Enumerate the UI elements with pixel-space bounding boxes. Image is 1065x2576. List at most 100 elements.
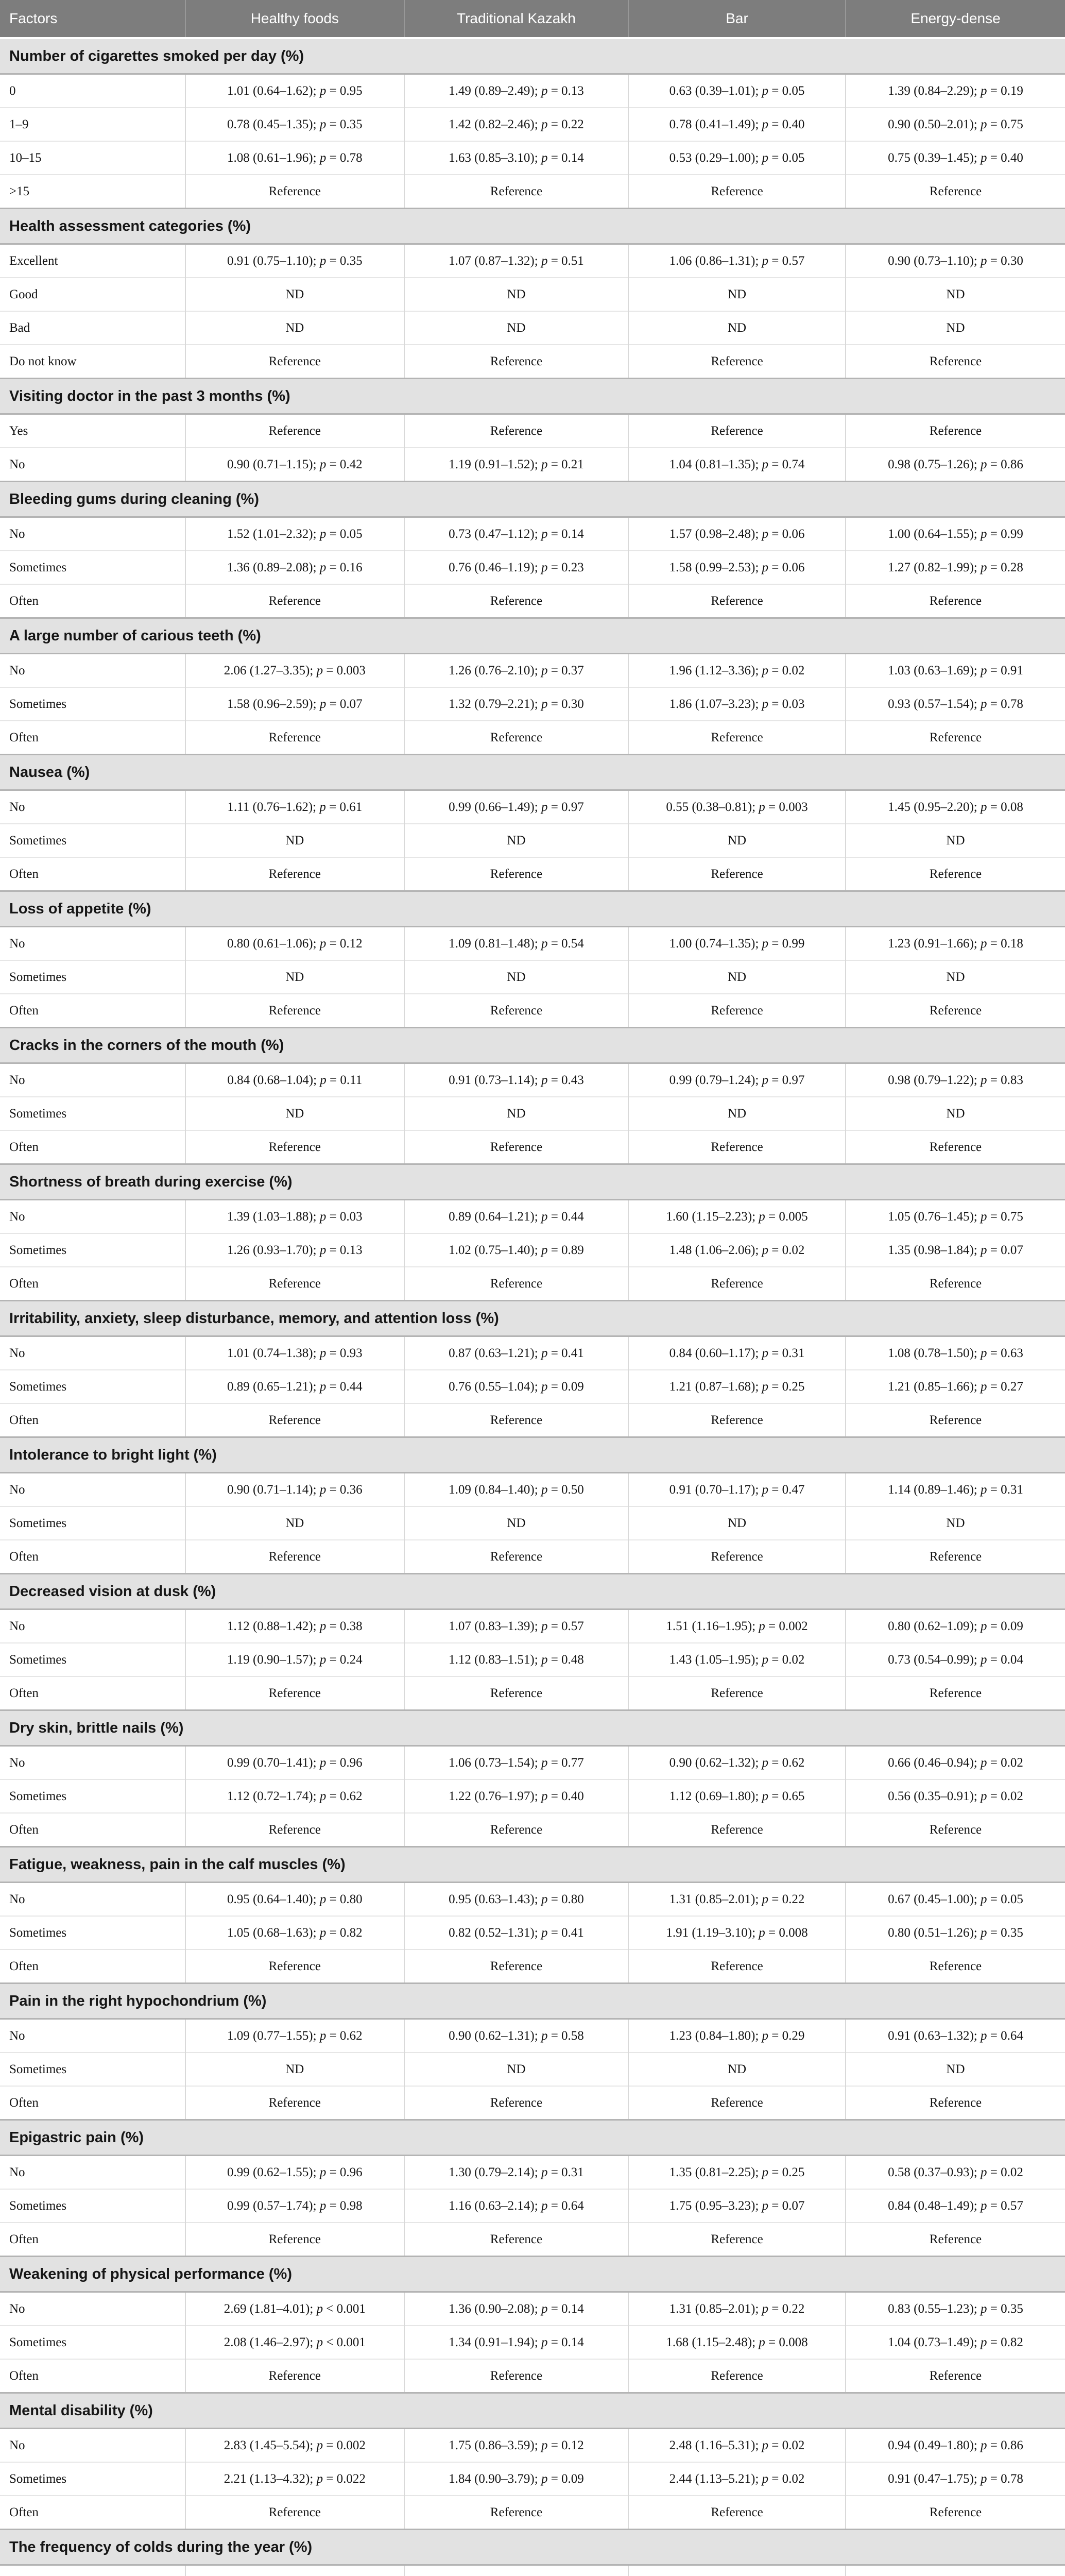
pr-value-cell: 1.27 (0.82–1.99); p = 0.28 [845,550,1065,584]
pr-value-cell: 0.99 (0.62–1.55); p = 0.96 [185,2155,405,2189]
table-row: No 2.83 (1.45–5.54); p = 0.002 1.75 (0.86–… [0,2428,1065,2462]
factor-label: Good [0,277,186,311]
factor-label: No more than 1 time [0,2564,186,2576]
table-row: Often Reference Reference Reference Referenc… [0,1266,1065,1301]
section-title: Nausea (%) [0,754,1065,791]
pr-value-cell: Reference [404,2222,629,2257]
pr-value-cell: 0.90 (0.73–1.10); p = 0.30 [845,243,1065,278]
pr-value-cell: 0.73 (0.47–1.12); p = 0.14 [404,516,629,551]
pr-value-cell: Reference [628,993,846,1028]
pr-value-cell: ND [845,823,1065,857]
pr-value-cell: ND [185,823,405,857]
pr-value-cell: 0.87 (0.63–1.21); p = 0.41 [404,1335,629,1370]
pr-value-cell: Reference [845,1539,1065,1574]
factor-label: 10–15 [0,141,186,175]
table-row: Often Reference Reference Reference Referenc… [0,584,1065,618]
factor-label: Often [0,857,186,891]
pr-value-cell: 1.12 (0.88–1.42); p = 0.38 [185,1608,405,1643]
pr-value-cell: 0.73 (0.54–0.99); p = 0.04 [845,1642,1065,1676]
pr-value-cell: Reference [185,1676,405,1710]
pr-value-cell: Reference [845,2222,1065,2257]
pr-value-cell: Reference [185,2359,405,2393]
factor-label: Often [0,1949,186,1984]
pr-value-cell: Reference [404,720,629,755]
section-row: Health assessment categories (%) [0,208,1065,245]
pr-value-cell: 0.91 (0.63–1.32); p = 0.64 [845,2018,1065,2053]
pr-value-cell: Reference [845,1130,1065,1164]
pr-value-cell: ND [628,2052,846,2086]
table-row: No 1.39 (1.03–1.88); p = 0.03 0.89 (0.64–1… [0,1199,1065,1233]
column-header-energy-dense: Energy-dense [845,0,1065,39]
pr-value-cell: 0.56 (0.35–0.91); p = 0.02 [845,1779,1065,1813]
table-row: Often Reference Reference Reference Referenc… [0,993,1065,1028]
factor-label: Often [0,1266,186,1301]
pr-value-cell: Reference [404,413,629,448]
pr-value-cell: 1.36 (0.90–2.08); p = 0.14 [404,2291,629,2326]
pr-value-cell: ND [185,1096,405,1130]
pr-value-cell: Reference [628,2222,846,2257]
pr-value-cell: Reference [845,1676,1065,1710]
pr-value-cell: 1.48 (1.06–2.06); p = 0.02 [628,1233,846,1267]
pr-value-cell: 2.08 (1.46–2.97); p < 0.001 [185,2325,405,2359]
pr-value-cell: 1.19 (0.91–1.52); p = 0.21 [404,447,629,482]
pr-value-cell: 0.53 (0.29–1.00); p = 0.05 [628,141,846,175]
pr-value-cell: 1.45 (0.95–2.20); p = 0.08 [845,789,1065,824]
pr-value-cell: 1.42 (0.82–2.46); p = 0.22 [404,107,629,141]
pr-value-cell: Reference [185,1403,405,1437]
pr-value-cell: Reference [845,1266,1065,1301]
pr-value-cell: Reference [628,1266,846,1301]
section-row: Pain in the right hypochondrium (%) [0,1982,1065,2020]
pr-value-cell: Reference [628,1812,846,1847]
pr-value-cell: ND [628,1096,846,1130]
pr-value-cell: ND [628,823,846,857]
pr-value-cell: 0.91 (0.73–1.14); p = 0.43 [404,1062,629,1097]
section-row: Cracks in the corners of the mouth (%) [0,1027,1065,1064]
pr-value-cell: Reference [404,1266,629,1301]
factor-label: Often [0,1130,186,1164]
pr-value-cell: 1.04 (0.73–1.49); p = 0.82 [845,2325,1065,2359]
pr-value-cell: 1.11 (0.76–1.62); p = 0.61 [185,789,405,824]
pr-value-cell: 1.05 (0.76–1.45); p = 0.75 [845,1199,1065,1233]
pr-value-cell: 0.91 (0.75–1.10); p = 0.35 [185,243,405,278]
table-row: Often Reference Reference Reference Referenc… [0,857,1065,891]
factor-label: Sometimes [0,823,186,857]
pr-value-cell: 0.55 (0.38–0.81); p = 0.003 [628,789,846,824]
pr-value-cell: 0.90 (0.71–1.15); p = 0.42 [185,447,405,482]
pr-value-cell: 1.60 (1.15–2.23); p = 0.005 [628,1199,846,1233]
pr-value-cell: 0.90 (0.71–1.14); p = 0.36 [185,1472,405,1506]
pr-value-cell: ND [628,960,846,994]
pr-value-cell: Reference [185,2222,405,2257]
table-row: No 1.52 (1.01–2.32); p = 0.05 0.73 (0.47–1… [0,516,1065,551]
section-row: Visiting doctor in the past 3 months (%) [0,378,1065,415]
pr-value-cell: ND [185,311,405,345]
pr-value-cell: 1.31 (0.85–2.01); p = 0.22 [628,1882,846,1916]
table-body: Number of cigarettes smoked per day (%) 0… [0,37,1065,2576]
pr-value-cell: 0.93 (0.57–1.54); p = 0.78 [845,687,1065,721]
pr-value-cell: Reference [845,993,1065,1028]
table-row: No 0.84 (0.68–1.04); p = 0.11 0.91 (0.73–1… [0,1062,1065,1097]
table-row: Sometimes 1.36 (0.89–2.08); p = 0.16 0.76 … [0,550,1065,584]
pr-value-cell: Reference [404,1130,629,1164]
pr-value-cell: 0.78 (0.41–1.49); p = 0.40 [628,107,846,141]
factor-label: Sometimes [0,1916,186,1950]
pr-value-cell: 2.44 (1.13–5.21); p = 0.02 [628,2462,846,2496]
factor-label: No [0,516,186,551]
table-row: No 1.12 (0.88–1.42); p = 0.38 1.07 (0.83–1… [0,1608,1065,1643]
pr-value-cell: 1.21 (0.85–1.66); p = 0.27 [845,1369,1065,1403]
table-row: 1–9 0.78 (0.45–1.35); p = 0.35 1.42 (0.82–… [0,107,1065,141]
pr-value-cell: ND [185,1506,405,1540]
pr-value-cell: 1.06 (0.86–1.31); p = 0.57 [628,243,846,278]
factor-label: No [0,926,186,960]
pr-value-cell: 1.35 (0.98–1.84); p = 0.07 [845,1233,1065,1267]
pr-value-cell: Reference [628,1676,846,1710]
factor-label: Often [0,993,186,1028]
section-row: Irritability, anxiety, sleep disturbance… [0,1300,1065,1337]
pr-value-cell: 0.84 (0.48–1.49); p = 0.57 [845,2189,1065,2223]
factor-label: Often [0,1539,186,1574]
pr-value-cell: 1.01 (0.64–1.62); p = 0.95 [185,73,405,108]
pr-value-cell: ND [185,277,405,311]
pr-value-cell: Reference [404,993,629,1028]
factor-label: Sometimes [0,2052,186,2086]
pr-value-cell: ND [404,277,629,311]
